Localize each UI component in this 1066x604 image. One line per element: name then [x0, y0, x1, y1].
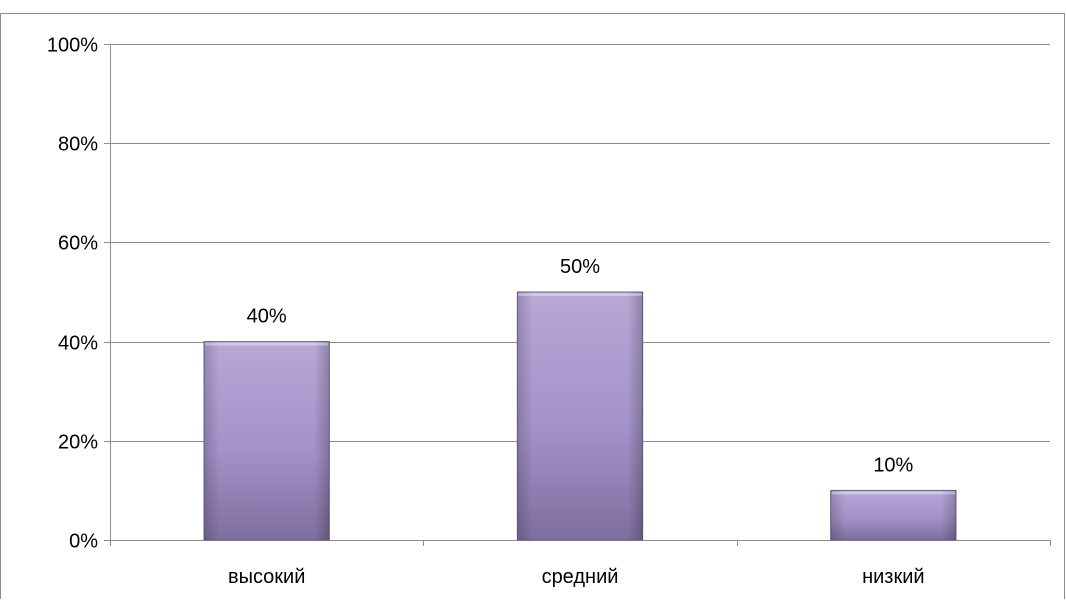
chart-border	[0, 13, 1065, 604]
bar-highlight	[518, 293, 642, 296]
data-label: 40%	[247, 306, 287, 328]
bar-shading	[830, 490, 956, 540]
labels: 0% 20% 40% 60% 80% 100% 40% высокий 50% средний 10…	[47, 35, 925, 589]
bar-highlight	[831, 491, 955, 495]
data-label: 10%	[873, 454, 913, 476]
bar-shading	[517, 292, 643, 540]
y-tick-label: 20%	[58, 432, 98, 454]
y-tick-label: 0%	[69, 531, 98, 553]
y-tick-label: 100%	[47, 35, 98, 57]
bar-shading	[204, 341, 330, 540]
x-tick-label: высокий	[228, 566, 305, 588]
y-tick-label: 40%	[58, 333, 98, 355]
data-label: 50%	[560, 256, 600, 278]
x-tick-label: средний	[542, 566, 619, 588]
y-tick-label: 80%	[58, 134, 98, 156]
bars	[203, 291, 957, 541]
x-tick-label: низкий	[862, 566, 924, 588]
bar-highlight	[205, 342, 329, 346]
y-tick-label: 60%	[58, 233, 98, 255]
